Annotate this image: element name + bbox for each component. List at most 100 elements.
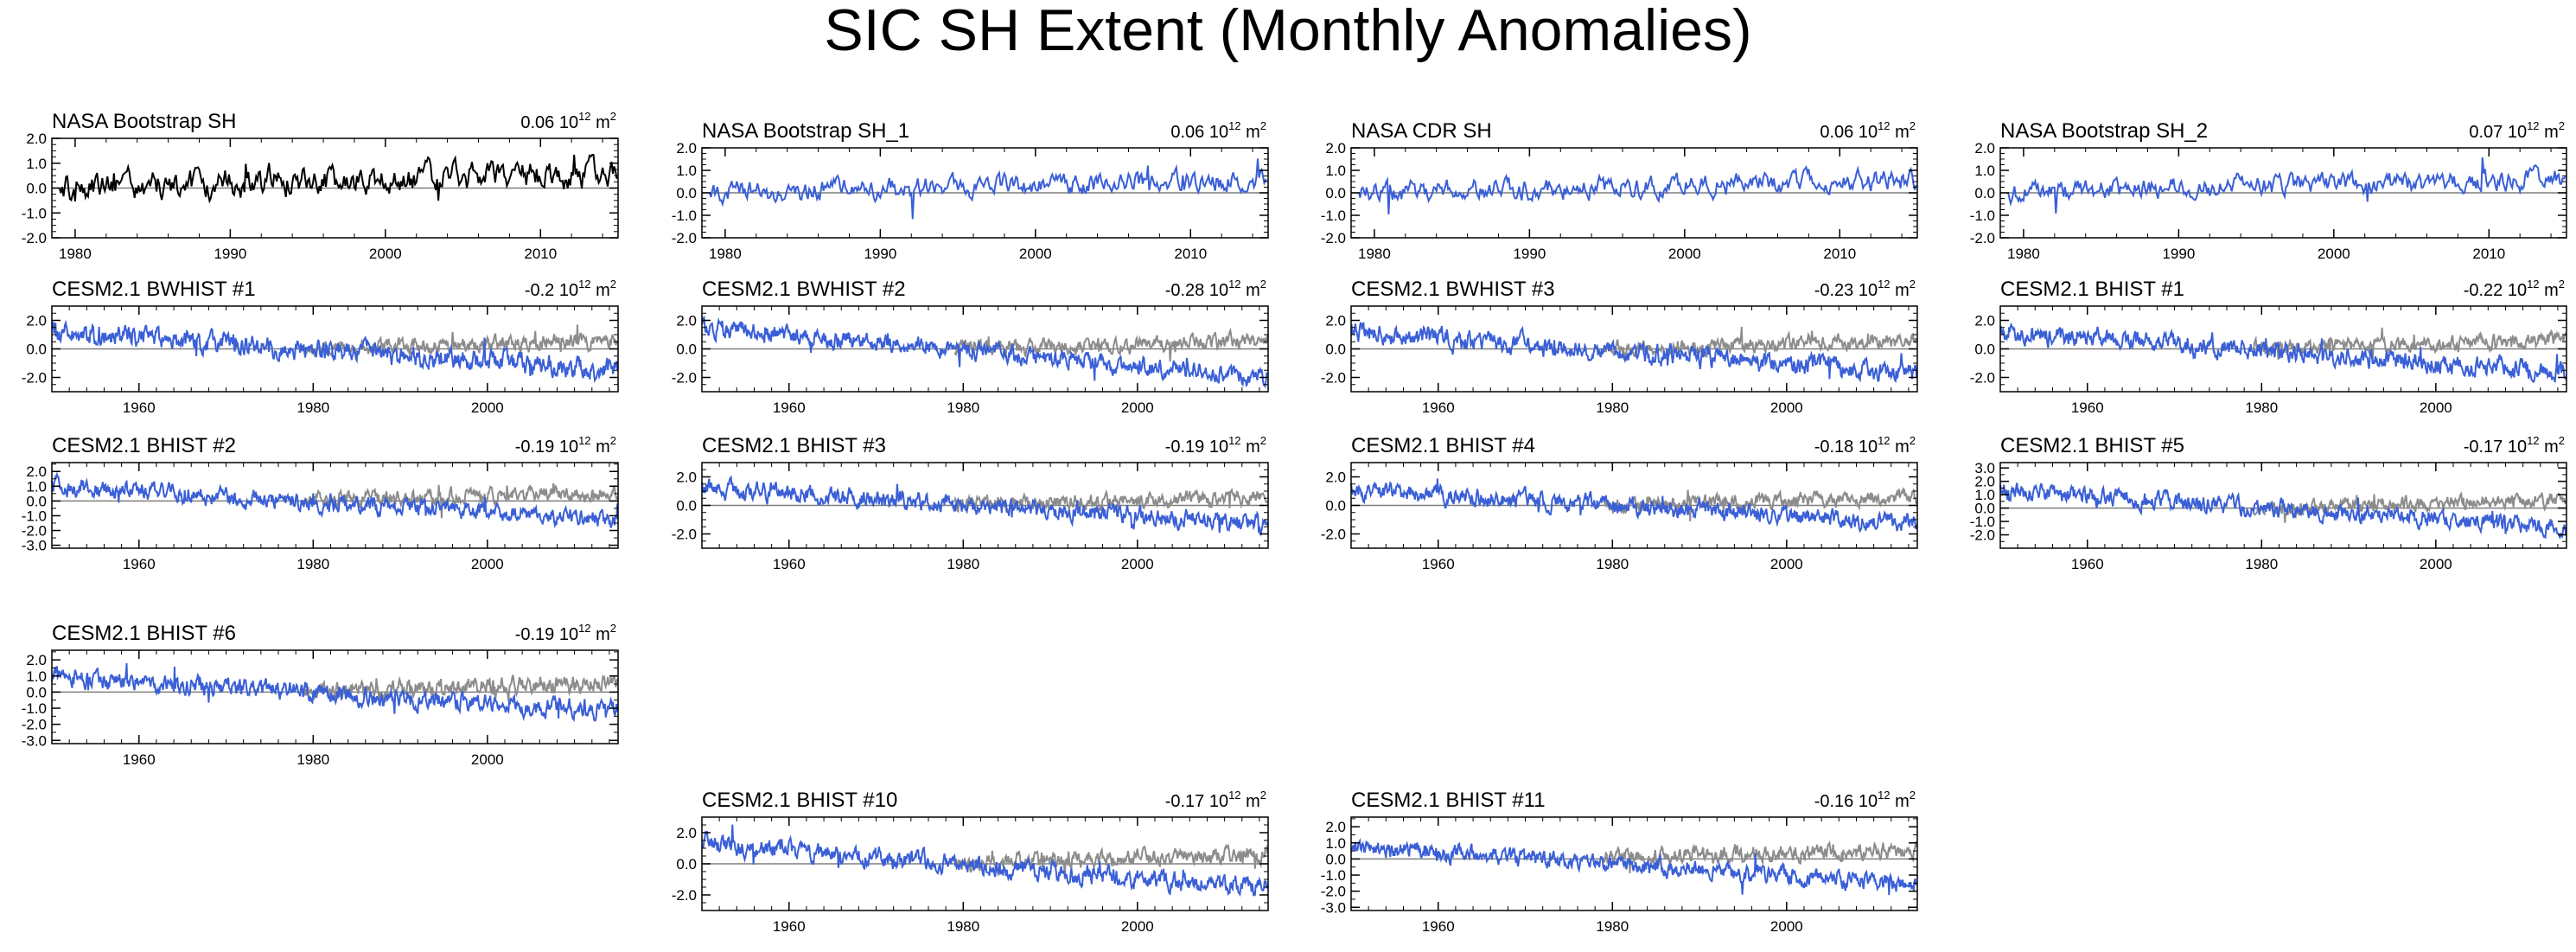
y-tick-label: 0.0: [676, 498, 697, 514]
y-tick-label: -2.0: [672, 370, 697, 387]
y-tick-label: 2.0: [26, 131, 47, 147]
chart-panel: CESM2.1 BHIST #2 -0.19 1012 m2 2.01.00.0-1…: [22, 434, 619, 572]
x-tick-label: 1980: [1596, 556, 1629, 572]
series-line: [2007, 157, 2566, 214]
series-line: [701, 475, 1269, 538]
x-tick-label: 1980: [947, 556, 979, 572]
y-tick-label: 0.0: [1974, 185, 1995, 201]
x-tick-label: 1980: [1596, 399, 1629, 416]
y-tick-label: -1.0: [1321, 208, 1346, 224]
x-tick-label: 2000: [1770, 918, 1803, 935]
chart-panel: CESM2.1 BHIST #5 -0.17 1012 m2 3.02.01.00.…: [1970, 434, 2567, 572]
panel-title: NASA CDR SH: [1351, 119, 1492, 143]
x-tick-label: 2000: [1121, 556, 1154, 572]
x-tick-label: 1960: [2071, 556, 2104, 572]
y-tick-label: -2.0: [22, 717, 47, 733]
panel-title: CESM2.1 BHIST #10: [702, 789, 897, 812]
y-tick-label: 0.0: [26, 181, 47, 197]
y-tick-label: 1.0: [26, 478, 47, 495]
obs-overlay-line: [1603, 840, 1918, 874]
panels-container: NASA Bootstrap SH 0.06 1012 m22.01.00.0-1…: [22, 110, 2567, 935]
panel-trend-label: 0.06 1012 m2: [520, 110, 616, 132]
x-tick-label: 2010: [2472, 246, 2505, 262]
y-tick-label: 2.0: [1325, 140, 1346, 157]
obs-overlay-line: [1603, 326, 1918, 361]
x-tick-label: 2000: [1668, 246, 1701, 262]
y-tick-label: -3.0: [22, 538, 47, 554]
plot-frame: [1350, 816, 1918, 911]
y-tick-label: 2.0: [26, 652, 47, 668]
y-tick-label: 0.0: [26, 342, 47, 358]
x-tick-label: 1980: [296, 751, 329, 768]
y-tick-label: 2.0: [1974, 313, 1995, 329]
chart-panel: CESM2.1 BWHIST #2 -0.28 1012 m2 2.0 0.0 -2.0…: [672, 278, 1269, 416]
x-tick-label: 2000: [1121, 399, 1154, 416]
obs-overlay-line: [303, 324, 619, 358]
x-tick-label: 2000: [2420, 556, 2452, 572]
series-line: [1999, 322, 2567, 383]
panel-trend-label: -0.2 1012 m2: [525, 278, 616, 300]
plot-frame: [51, 462, 619, 549]
y-tick-label: -1.0: [1970, 208, 1995, 224]
y-tick-label: 0.0: [26, 493, 47, 509]
panel-title: NASA Bootstrap SH_1: [702, 119, 909, 143]
panel-trend-label: -0.17 1012 m2: [1165, 789, 1266, 811]
x-tick-label: 1990: [1513, 246, 1546, 262]
y-tick-label: 2.0: [1325, 819, 1346, 835]
panel-title: CESM2.1 BHIST #1: [2000, 278, 2184, 301]
x-tick-label: 1960: [1422, 918, 1455, 935]
x-tick-label: 1960: [1422, 399, 1455, 416]
y-tick-label: 0.0: [1325, 342, 1346, 358]
x-tick-label: 2000: [2420, 399, 2452, 416]
y-tick-label: 0.0: [1325, 851, 1346, 867]
panel-title: NASA Bootstrap SH_2: [2000, 119, 2208, 143]
y-tick-label: -2.0: [1321, 884, 1346, 900]
obs-overlay-line: [303, 674, 619, 701]
y-tick-label: 1.0: [1325, 835, 1346, 852]
obs-overlay-line: [1603, 487, 1918, 521]
series-line: [51, 471, 619, 529]
panel-trend-label: -0.19 1012 m2: [515, 622, 616, 644]
x-tick-label: 1960: [773, 918, 806, 935]
panel-trend-label: -0.23 1012 m2: [1814, 278, 1916, 300]
y-tick-label: -2.0: [1321, 527, 1346, 543]
y-tick-label: 2.0: [676, 825, 697, 841]
panel-trend-label: -0.28 1012 m2: [1165, 278, 1266, 300]
y-tick-label: -2.0: [1970, 527, 1995, 544]
y-tick-label: 1.0: [1974, 163, 1995, 179]
y-tick-label: 2.0: [1325, 470, 1346, 486]
x-tick-label: 2000: [471, 399, 504, 416]
y-tick-label: -2.0: [672, 887, 697, 904]
panel-trend-label: 0.07 1012 m2: [2469, 119, 2565, 142]
x-tick-label: 1960: [773, 399, 806, 416]
x-tick-label: 1980: [2245, 556, 2278, 572]
x-tick-label: 1980: [1596, 918, 1629, 935]
y-tick-label: -2.0: [1321, 230, 1346, 246]
obs-overlay-line: [2252, 327, 2567, 361]
x-tick-label: 1980: [1358, 246, 1391, 262]
x-tick-label: 2000: [471, 556, 504, 572]
x-tick-label: 1990: [864, 246, 896, 262]
x-tick-label: 2000: [1121, 918, 1154, 935]
y-tick-label: 0.0: [1325, 185, 1346, 201]
chart-panel: CESM2.1 BHIST #1 -0.22 1012 m2 2.0 0.0 -2.0 1…: [1970, 278, 2567, 416]
x-tick-label: 1960: [123, 556, 156, 572]
series-line: [1999, 482, 2567, 540]
y-tick-label: 0.0: [676, 185, 697, 201]
series-line: [59, 153, 618, 204]
series-line: [1350, 838, 1917, 896]
y-tick-label: 0.0: [1974, 501, 1995, 517]
y-tick-label: -1.0: [22, 205, 47, 221]
x-tick-label: 1980: [709, 246, 742, 262]
series-line: [51, 662, 619, 722]
y-tick-label: -2.0: [1970, 370, 1995, 387]
y-tick-label: 1.0: [676, 163, 697, 179]
x-tick-label: 1980: [947, 399, 979, 416]
chart-panel: CESM2.1 BHIST #11 -0.16 1012 m22.01.00.0-…: [1321, 789, 1918, 935]
panel-title: CESM2.1 BHIST #4: [1351, 434, 1535, 457]
series-line: [701, 316, 1268, 389]
panel-title: CESM2.1 BHIST #11: [1351, 789, 1546, 812]
series-line: [1350, 322, 1918, 384]
x-tick-label: 1980: [296, 556, 329, 572]
y-tick-label: -1.0: [22, 700, 47, 717]
